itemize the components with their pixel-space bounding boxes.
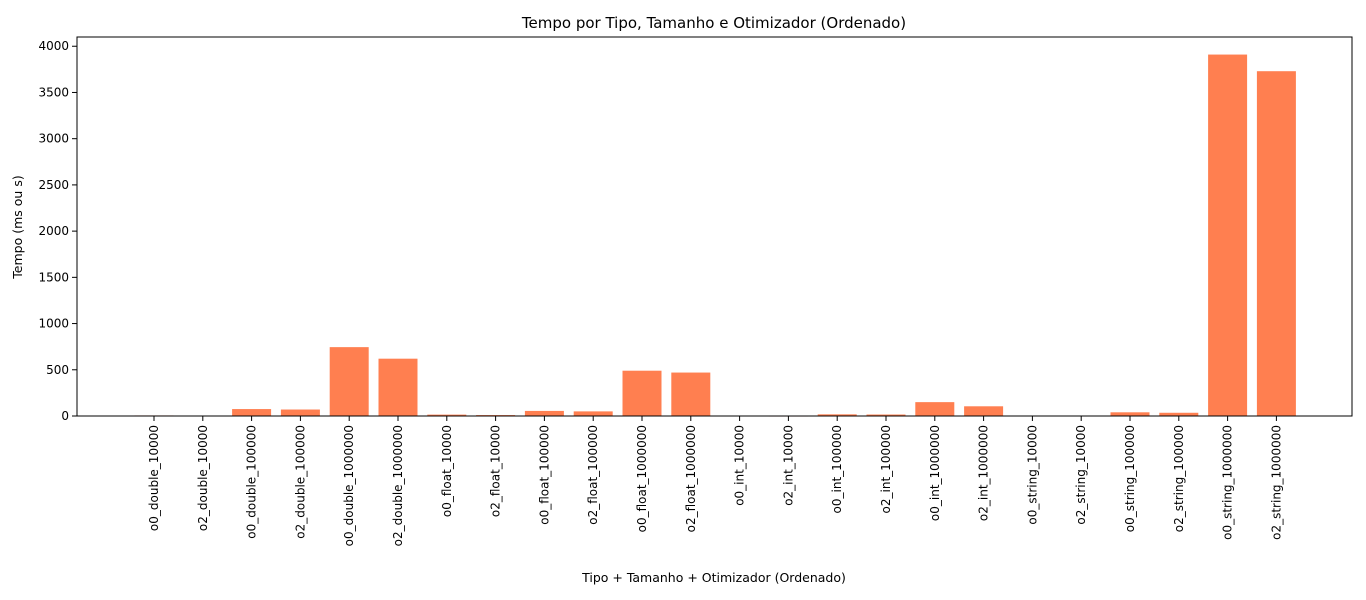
x-tick-label: o0_double_1000000 — [342, 425, 356, 546]
y-tick-label: 1000 — [38, 317, 69, 331]
x-tick-label: o2_string_1000000 — [1269, 425, 1283, 540]
y-axis: 0 500 1000 1500 2000 2500 3000 3500 4000 — [38, 39, 77, 423]
x-tick-label: o2_int_1000000 — [977, 425, 991, 521]
y-tick-label: 500 — [46, 363, 69, 377]
x-tick-label: o2_double_100000 — [293, 425, 307, 539]
bar — [1208, 54, 1248, 416]
bars-group — [134, 54, 1296, 417]
y-tick-label: 0 — [61, 409, 69, 423]
y-tick-label: 2500 — [38, 178, 69, 192]
bar — [1110, 412, 1150, 416]
bar — [915, 402, 955, 416]
y-tick-label: 3000 — [38, 132, 69, 146]
bar — [573, 411, 613, 416]
plot-frame — [76, 36, 1353, 417]
x-tick-label: o0_string_10000 — [1025, 425, 1039, 525]
bar — [232, 409, 272, 416]
bar — [622, 370, 662, 416]
x-tick-label: o2_double_10000 — [196, 425, 210, 531]
x-tick-label: o2_int_10000 — [781, 425, 795, 506]
x-tick-label: o0_int_1000000 — [928, 425, 942, 521]
x-tick-label: o2_string_10000 — [1074, 425, 1088, 525]
bar — [671, 372, 711, 416]
bar — [1256, 71, 1296, 416]
x-tick-label: o2_float_10000 — [489, 425, 503, 517]
bar — [378, 358, 418, 416]
x-tick-label: o0_string_100000 — [1123, 425, 1137, 532]
bar — [427, 414, 467, 416]
x-tick-label: o2_float_100000 — [586, 425, 600, 525]
y-axis-label: Tempo (ms ou s) — [10, 175, 25, 279]
x-tick-label: o2_float_1000000 — [684, 425, 698, 532]
bar — [280, 409, 320, 416]
bar — [817, 414, 857, 416]
chart-title: Tempo por Tipo, Tamanho e Otimizador (Or… — [521, 14, 906, 32]
x-tick-label: o2_string_100000 — [1172, 425, 1186, 532]
x-tick-label: o0_float_100000 — [537, 425, 551, 525]
x-tick-label: o0_int_100000 — [830, 425, 844, 513]
y-tick-label: 2000 — [38, 224, 69, 238]
y-tick-label: 3500 — [38, 85, 69, 99]
bar — [964, 406, 1004, 416]
x-tick-label: o0_float_1000000 — [635, 425, 649, 532]
x-tick-label: o2_double_1000000 — [391, 425, 405, 546]
x-tick-label: o0_double_100000 — [245, 425, 259, 539]
y-tick-label: 4000 — [38, 39, 69, 53]
x-tick-label: o0_int_10000 — [733, 425, 747, 506]
x-axis-label: Tipo + Tamanho + Otimizador (Ordenado) — [581, 570, 846, 585]
bar — [866, 414, 906, 416]
x-tick-label: o2_int_100000 — [879, 425, 893, 513]
x-tick-label: o0_float_10000 — [440, 425, 454, 517]
bar — [524, 410, 564, 416]
bar — [329, 347, 369, 416]
x-axis: o0_double_10000 o2_double_10000 o0_double_… — [147, 416, 1283, 546]
x-tick-label: o0_string_1000000 — [1221, 425, 1235, 540]
y-tick-label: 1500 — [38, 270, 69, 284]
x-tick-label: o0_double_10000 — [147, 425, 161, 531]
bar — [1159, 412, 1199, 416]
